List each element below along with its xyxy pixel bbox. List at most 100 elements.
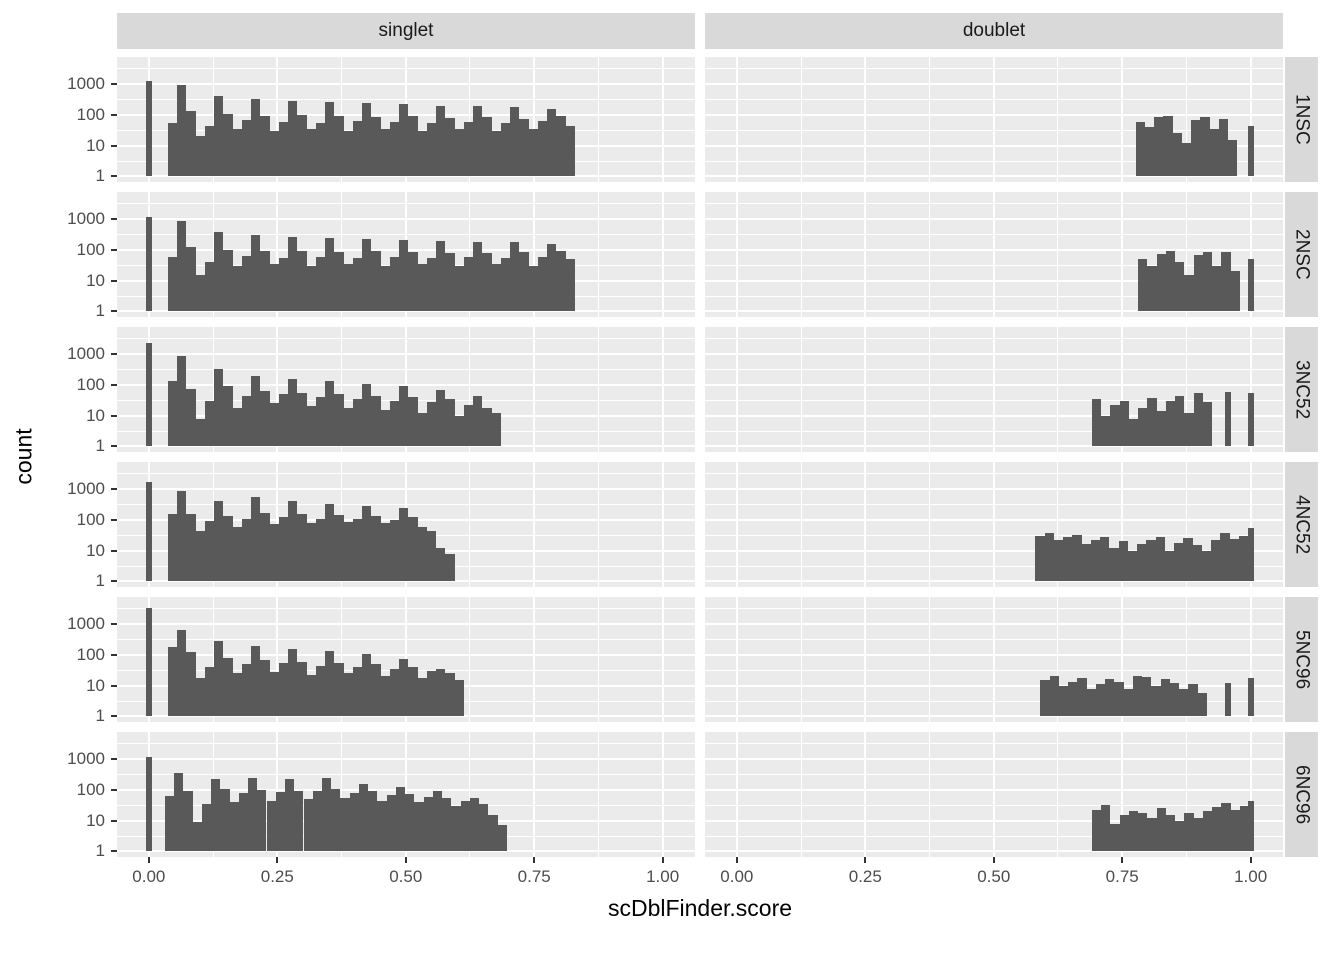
gridline-minor	[597, 732, 599, 857]
histogram-bar	[436, 105, 446, 177]
gridline-minor	[469, 192, 471, 317]
histogram-bar	[399, 386, 409, 447]
histogram-bar	[1100, 536, 1110, 582]
y-tick-label: 1	[95, 841, 105, 861]
histogram-bar	[1138, 259, 1148, 312]
histogram-bar	[1049, 676, 1059, 717]
gridline-minor	[800, 192, 802, 317]
histogram-bar	[417, 263, 427, 312]
facet-row-label: 6NC96	[1291, 764, 1313, 825]
histogram-bar	[232, 407, 242, 447]
histogram-bar	[306, 675, 316, 717]
histogram-bar	[177, 220, 187, 312]
histogram-bar	[1191, 119, 1201, 177]
y-axis-tick	[111, 684, 117, 687]
y-tick-label: 10	[86, 810, 105, 830]
histogram-bar	[491, 263, 501, 312]
histogram-bar	[1138, 812, 1148, 852]
gridline-minor	[1057, 327, 1059, 452]
gridline-minor	[469, 597, 471, 722]
gridline-minor	[929, 57, 931, 182]
y-axis-tick	[111, 788, 117, 791]
facet-row-strip-3nc52: 3NC52	[1285, 327, 1318, 452]
histogram-bar	[1193, 254, 1203, 312]
gridline-minor	[597, 462, 599, 587]
gridline-minor	[929, 462, 931, 587]
histogram-bar	[167, 256, 178, 312]
histogram-spike-bar	[145, 81, 152, 177]
histogram-bar	[362, 654, 372, 717]
histogram-bar	[1090, 540, 1101, 582]
gridline-minor	[341, 597, 343, 722]
histogram-bar	[1169, 683, 1180, 717]
histogram-bar	[1193, 392, 1203, 447]
histogram-bar	[417, 677, 427, 717]
histogram-bar	[1202, 811, 1213, 852]
histogram-bar	[177, 490, 187, 582]
x-axis-tick	[1249, 857, 1252, 863]
histogram-bar	[1135, 121, 1145, 177]
histogram-bar	[1105, 679, 1115, 717]
gridline-minor	[1057, 597, 1059, 722]
x-axis-tick	[1121, 857, 1124, 863]
histogram-bar	[251, 645, 261, 717]
histogram-bar	[352, 257, 363, 312]
histogram-bar	[297, 392, 307, 447]
x-axis-tick	[404, 857, 407, 863]
histogram-bar	[408, 252, 418, 312]
histogram-bar	[325, 651, 335, 717]
histogram-bar	[519, 118, 529, 177]
histogram-bar	[371, 664, 381, 717]
gridline-major	[661, 327, 664, 452]
x-axis-tick	[992, 857, 995, 863]
gridline-minor	[1185, 462, 1187, 587]
y-tick-label: 1	[95, 166, 105, 186]
histogram-bar	[442, 797, 452, 852]
histogram-bar	[251, 497, 261, 582]
histogram-bar	[1155, 536, 1165, 582]
x-axis-title: scDblFinder.score	[607, 895, 793, 921]
histogram-bar	[248, 778, 258, 852]
histogram-bar	[297, 661, 307, 717]
histogram-bar	[1086, 688, 1096, 717]
histogram-bar	[1040, 680, 1050, 717]
gridline-minor	[597, 327, 599, 452]
histogram-bar	[537, 256, 548, 312]
histogram-bar	[1184, 413, 1194, 447]
histogram-bar	[1230, 810, 1240, 852]
histogram-bar	[1091, 398, 1102, 447]
gridline-minor	[929, 732, 931, 857]
histogram-bar	[473, 241, 483, 312]
histogram-bar	[1212, 806, 1222, 852]
histogram-bar	[204, 125, 215, 177]
histogram-bar	[352, 519, 363, 582]
histogram-bar	[445, 398, 455, 447]
histogram-bar	[186, 247, 196, 312]
histogram-bar	[1200, 116, 1210, 177]
histogram-bar	[164, 795, 175, 852]
histogram-bar	[399, 507, 409, 582]
histogram-bar	[204, 667, 215, 717]
histogram-bar	[454, 680, 464, 717]
panel-singlet-6nc96	[117, 732, 695, 857]
gridline-major	[276, 57, 279, 182]
histogram-bar	[220, 788, 230, 852]
histogram-bar	[177, 630, 187, 717]
histogram-bar	[1147, 397, 1157, 447]
gridline-major	[1121, 597, 1124, 722]
y-tick-label: 1	[95, 436, 105, 456]
y-tick-label: 100	[76, 779, 105, 799]
histogram-bar	[269, 671, 279, 717]
histogram-bar	[528, 128, 538, 177]
gridline-major	[661, 192, 664, 317]
gridline-major	[1249, 327, 1252, 452]
gridline-minor	[929, 192, 931, 317]
histogram-bar	[417, 526, 427, 582]
histogram-bar	[1179, 688, 1189, 717]
histogram-bar	[260, 251, 270, 312]
histogram-spike-bar	[145, 342, 152, 447]
histogram-bar	[195, 136, 205, 177]
histogram-bar	[315, 518, 326, 582]
histogram-bar	[1181, 143, 1192, 177]
histogram-bar	[1165, 250, 1176, 312]
